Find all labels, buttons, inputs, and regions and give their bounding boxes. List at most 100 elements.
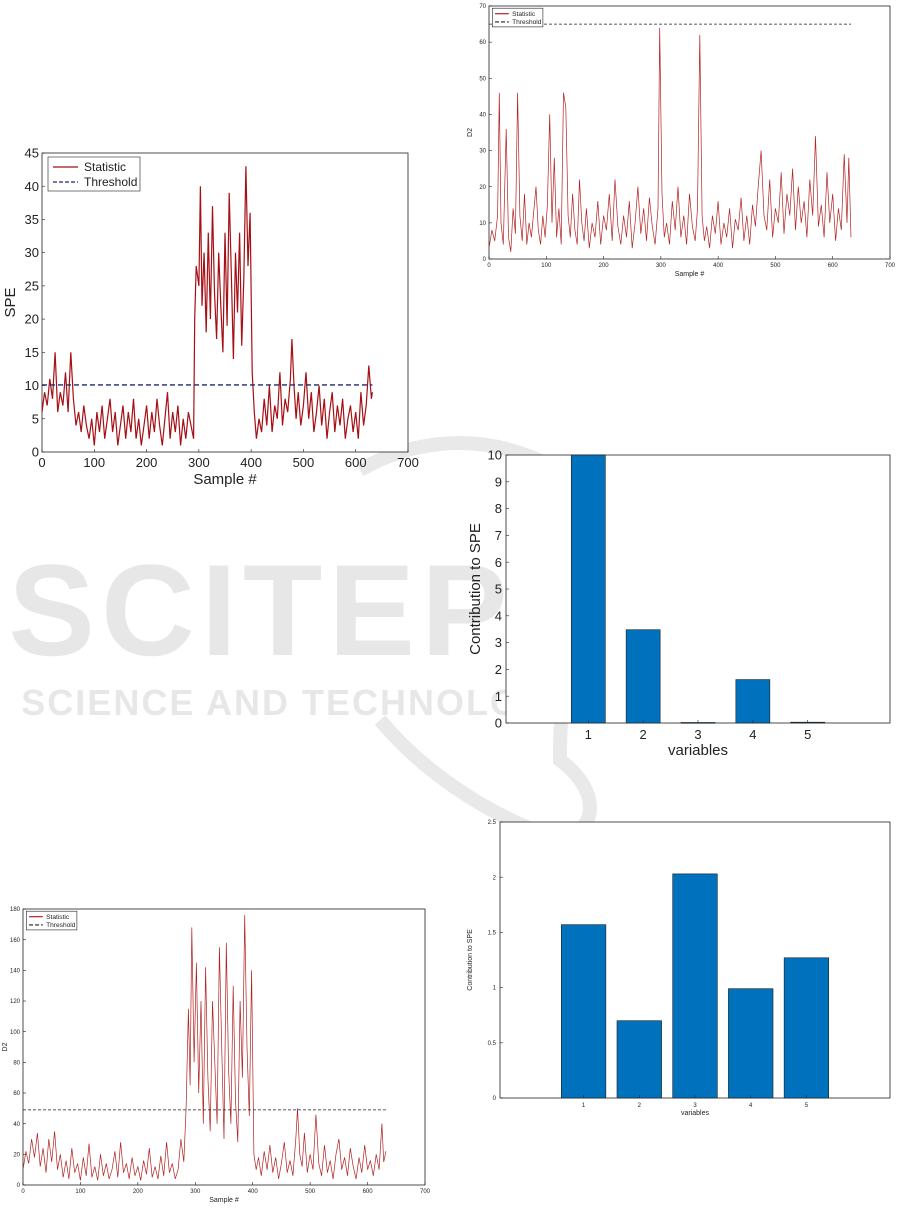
x-axis-label: Sample # — [193, 471, 257, 488]
legend-box — [47, 156, 141, 192]
y-tick-label: 0 — [32, 445, 39, 460]
x-tick-label: 300 — [656, 263, 667, 269]
y-tick-label: 50 — [479, 76, 486, 82]
x-tick-label: 2 — [640, 727, 647, 742]
y-tick-label: 9 — [495, 474, 502, 489]
y-tick-label: 35 — [25, 212, 39, 227]
y-tick-label: 20 — [479, 185, 486, 191]
bar — [728, 988, 774, 1099]
x-axis-label: variables — [668, 742, 728, 759]
y-tick-label: 120 — [10, 999, 21, 1005]
y-axis-label: Contribution to SPE — [467, 523, 484, 655]
statistic-line — [488, 27, 852, 252]
y-tick-label: 0.5 — [488, 1041, 497, 1047]
x-tick-label: 700 — [885, 263, 896, 269]
x-tick-label: 100 — [541, 263, 552, 269]
x-tick-label: 700 — [420, 1189, 431, 1195]
x-tick-label: 0 — [487, 263, 491, 269]
x-tick-label: 600 — [363, 1189, 374, 1195]
plot-area — [41, 152, 409, 453]
y-tick-label: 70 — [479, 4, 486, 10]
x-tick-label: 100 — [75, 1189, 86, 1195]
x-tick-label: 200 — [136, 455, 158, 470]
statistic-line — [41, 166, 373, 446]
y-axis-label: D2 — [467, 128, 474, 137]
d2-line-chart-top: 0 100 200 300 400 500 600 700 0 10 20 30 40 50 60 70 Sta… — [467, 4, 896, 278]
y-tick-label: 2.5 — [488, 820, 497, 826]
spe-line-chart: 0 100 200 300 400 500 600 700 0 5 10 15 20 25 30 35 40 45… — [2, 146, 419, 488]
x-tick-label: 400 — [248, 1189, 259, 1195]
x-tick-label: 200 — [133, 1189, 144, 1195]
x-tick-label: 3 — [693, 1103, 697, 1109]
d2-line-chart-bottom: 0 100 200 300 400 500 600 700 0 20 40 60 80 100 120 140… — [2, 907, 431, 1204]
x-tick-label: 5 — [805, 1103, 809, 1109]
y-tick-label: 0 — [483, 257, 487, 263]
statistic-line — [22, 915, 387, 1181]
x-tick-label: 0 — [38, 455, 45, 470]
y-tick-label: 20 — [13, 1152, 20, 1158]
y-axis-label: Contribution to SPE — [467, 929, 474, 991]
x-tick-label: 4 — [749, 1103, 753, 1109]
x-axis-label: Sample # — [209, 1197, 239, 1204]
y-tick-label: 0 — [17, 1183, 21, 1189]
y-tick-label: 5 — [495, 582, 502, 597]
y-tick-label: 60 — [13, 1091, 20, 1097]
legend-label: Threshold — [512, 19, 542, 26]
y-tick-label: 40 — [479, 113, 486, 119]
bar — [625, 629, 661, 724]
bar — [570, 454, 606, 724]
y-tick-label: 30 — [25, 245, 39, 260]
x-tick-label: 3 — [694, 727, 701, 742]
y-tick-label: 2 — [493, 875, 497, 881]
x-tick-label: 1 — [582, 1103, 586, 1109]
legend-label: Statistic — [46, 914, 70, 921]
x-tick-label: 400 — [240, 455, 262, 470]
y-tick-label: 60 — [479, 40, 486, 46]
y-tick-label: 3 — [495, 635, 502, 650]
legend-label: Threshold — [46, 922, 76, 929]
y-tick-label: 40 — [25, 179, 39, 194]
x-tick-label: 500 — [305, 1189, 316, 1195]
bar — [672, 873, 718, 1099]
x-tick-label: 600 — [345, 455, 367, 470]
x-tick-label: 700 — [397, 455, 419, 470]
x-tick-label: 300 — [188, 455, 210, 470]
bar — [735, 679, 771, 724]
legend-label: Statistic — [84, 160, 126, 174]
plot-area — [505, 454, 891, 724]
y-tick-label: 40 — [13, 1122, 20, 1128]
x-axis-label: variables — [681, 1110, 710, 1117]
x-tick-label: 5 — [804, 727, 811, 742]
x-axis-label: Sample # — [675, 271, 705, 278]
x-tick-label: 2 — [638, 1103, 642, 1109]
x-tick-label: 100 — [83, 455, 105, 470]
y-tick-label: 10 — [488, 448, 502, 463]
y-tick-label: 30 — [479, 149, 486, 155]
y-axis-label: SPE — [2, 287, 19, 317]
y-tick-label: 6 — [495, 555, 502, 570]
legend-label: Threshold — [84, 175, 137, 189]
y-tick-label: 8 — [495, 501, 502, 516]
y-tick-label: 45 — [25, 146, 39, 161]
bar — [560, 924, 607, 1099]
contribution-bar-chart-top: 0 1 2 3 4 5 6 7 8 9 10 1 2 3 4 5 variables Contribution t… — [467, 448, 891, 759]
x-tick-label: 300 — [190, 1189, 201, 1195]
y-tick-label: 7 — [495, 528, 502, 543]
y-tick-label: 0 — [493, 1096, 497, 1102]
x-tick-label: 1 — [585, 727, 592, 742]
x-tick-label: 0 — [21, 1189, 25, 1195]
y-tick-label: 25 — [25, 278, 39, 293]
y-tick-label: 180 — [10, 907, 21, 913]
y-tick-label: 1 — [493, 986, 497, 992]
x-tick-label: 200 — [599, 263, 610, 269]
x-tick-label: 600 — [828, 263, 839, 269]
bar — [783, 957, 830, 1099]
y-tick-label: 160 — [10, 938, 21, 944]
y-tick-label: 15 — [25, 345, 39, 360]
y-tick-label: 20 — [25, 312, 39, 327]
y-tick-label: 100 — [10, 1030, 21, 1036]
bar — [616, 1020, 662, 1099]
y-tick-label: 10 — [479, 221, 486, 227]
y-tick-label: 10 — [25, 378, 39, 393]
x-tick-label: 500 — [293, 455, 315, 470]
